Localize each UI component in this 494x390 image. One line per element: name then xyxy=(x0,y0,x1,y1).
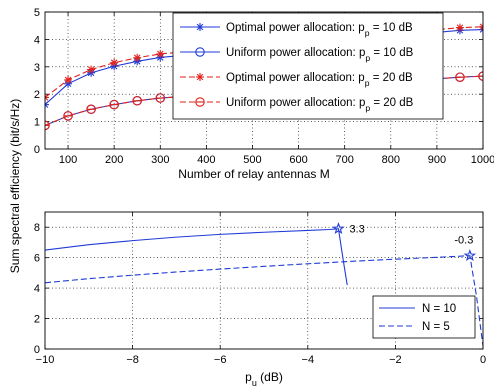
top-series-3-point xyxy=(64,75,73,84)
bottom-series-1-line xyxy=(45,228,348,286)
bottom-x-tick-label: 0 xyxy=(480,354,486,366)
top-series-4-point xyxy=(45,120,50,131)
top-legend-label: Uniform power allocation: pp = 10 dB xyxy=(226,47,414,63)
top-legend-item-4: Uniform power allocation: pp = 20 dB xyxy=(180,97,414,113)
top-legend-label: Uniform power allocation: pp = 20 dB xyxy=(226,97,414,113)
shared-y-axis-label: Sum spectral efficiency (bit/s/Hz) xyxy=(8,99,22,274)
bottom-legend-item-1: N = 10 xyxy=(379,303,456,315)
top-series-3-point xyxy=(455,23,464,32)
bottom-y-tick-label: 0 xyxy=(34,344,40,356)
bottom-legend-item-2: N = 5 xyxy=(379,321,450,333)
bottom-legend-label: N = 10 xyxy=(422,303,456,315)
top-series-4-point xyxy=(132,96,142,106)
bottom-series-2-line xyxy=(45,255,483,347)
bottom-x-tick-label: −2 xyxy=(389,354,402,366)
legend-circle-marker xyxy=(195,97,205,107)
bottom-x-tick-label: −8 xyxy=(126,354,139,366)
top-series-3-point xyxy=(45,93,49,102)
bottom-optimum-marker-1 xyxy=(332,222,345,235)
top-y-tick-label: 5 xyxy=(34,7,40,19)
top-series-3-line xyxy=(45,26,483,98)
bottom-optimum-marker-2 xyxy=(463,249,477,261)
top-y-tick-label: 3 xyxy=(34,62,40,74)
top-x-tick-label: 500 xyxy=(243,154,261,166)
bottom-y-tick-label: 4 xyxy=(34,283,40,295)
bottom-y-tick-label: 8 xyxy=(34,222,40,234)
bottom-annotation-1: 3.3 xyxy=(349,224,364,236)
top-series-4-point xyxy=(86,104,96,115)
top-series-4-point xyxy=(155,93,166,103)
bottom-x-tick-label: −10 xyxy=(36,354,55,366)
top-x-tick-label: 800 xyxy=(382,154,400,166)
bottom-x-axis-label: pu (dB) xyxy=(245,370,283,388)
top-legend-label: Optimal power allocation: pp = 20 dB xyxy=(226,72,413,88)
top-series-3-point xyxy=(133,53,142,62)
top-y-tick-label: 1 xyxy=(34,117,40,129)
top-series-3 xyxy=(45,22,483,102)
top-series-3-point xyxy=(156,49,165,58)
top-series-3-point xyxy=(479,22,483,31)
top-series-4-point xyxy=(455,72,465,82)
bottom-x-tick-label: −4 xyxy=(302,354,315,366)
top-x-axis-label: Number of relay antennas M xyxy=(178,167,329,181)
bottom-x-tick-label: −6 xyxy=(214,354,227,366)
top-x-tick-label: 700 xyxy=(336,154,354,166)
top-chart: 100 200 300 400 500 600 700 800 900 1000 0 1 2 3 4 5 Opt… xyxy=(34,7,494,181)
top-series-4-point xyxy=(63,111,73,121)
top-x-tick-label: 200 xyxy=(105,154,123,166)
top-legend-label: Optimal power allocation: pp = 10 dB xyxy=(226,22,413,38)
top-legend-item-3: Optimal power allocation: pp = 20 dB xyxy=(180,72,413,88)
legend-circle-marker xyxy=(195,47,205,57)
top-legend: Optimal power allocation: pp = 10 dB Unif… xyxy=(172,12,444,120)
top-y-tick-label: 2 xyxy=(34,89,40,101)
top-x-tick-label: 400 xyxy=(197,154,215,166)
bottom-legend-label: N = 5 xyxy=(422,321,450,333)
top-series-4-point xyxy=(109,99,119,110)
legend-asterisk-marker xyxy=(196,23,204,31)
top-y-tick-label: 0 xyxy=(34,144,40,156)
bottom-legend: N = 10 N = 5 xyxy=(372,295,476,339)
top-legend-item-2: Uniform power allocation: pp = 10 dB xyxy=(180,47,414,63)
top-series-3-point xyxy=(110,58,119,67)
bottom-chart: −10 −8 −6 −4 −2 0 0 2 4 6 8 3.3 -0.3 N = 10 N = 5 pu (d… xyxy=(34,211,486,388)
top-legend-item-1: Optimal power allocation: pp = 10 dB xyxy=(180,22,413,38)
top-x-tick-label: 900 xyxy=(428,154,446,166)
top-series-1-point xyxy=(45,100,49,109)
top-series-3-point xyxy=(87,65,96,74)
top-y-tick-label: 4 xyxy=(34,34,40,46)
top-x-tick-label: 1000 xyxy=(471,154,494,166)
bottom-y-tick-label: 2 xyxy=(34,314,40,326)
legend-asterisk-marker xyxy=(196,73,204,81)
top-x-tick-label: 300 xyxy=(151,154,169,166)
top-x-tick-label: 600 xyxy=(289,154,307,166)
bottom-annotation-2: -0.3 xyxy=(454,235,473,247)
bottom-y-tick-label: 6 xyxy=(34,253,40,265)
top-x-tick-label: 100 xyxy=(59,154,77,166)
